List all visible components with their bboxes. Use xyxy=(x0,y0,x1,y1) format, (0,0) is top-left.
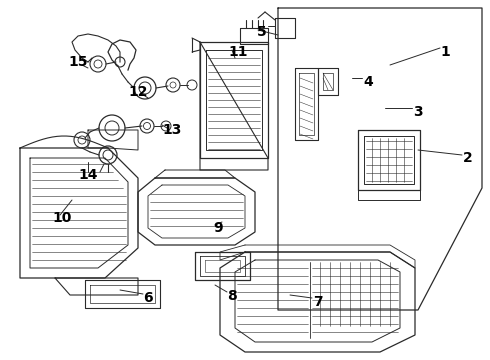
Text: 8: 8 xyxy=(227,289,237,303)
Text: 14: 14 xyxy=(78,168,98,182)
Text: 2: 2 xyxy=(463,151,473,165)
Text: 10: 10 xyxy=(52,211,72,225)
Text: 12: 12 xyxy=(128,85,148,99)
Text: 9: 9 xyxy=(213,221,223,235)
Text: 7: 7 xyxy=(313,295,323,309)
Text: 13: 13 xyxy=(162,123,182,137)
Text: 3: 3 xyxy=(413,105,423,119)
Text: 15: 15 xyxy=(68,55,88,69)
Text: 1: 1 xyxy=(440,45,450,59)
Text: 5: 5 xyxy=(257,25,267,39)
Text: 6: 6 xyxy=(143,291,153,305)
Text: 4: 4 xyxy=(363,75,373,89)
Text: 11: 11 xyxy=(228,45,248,59)
